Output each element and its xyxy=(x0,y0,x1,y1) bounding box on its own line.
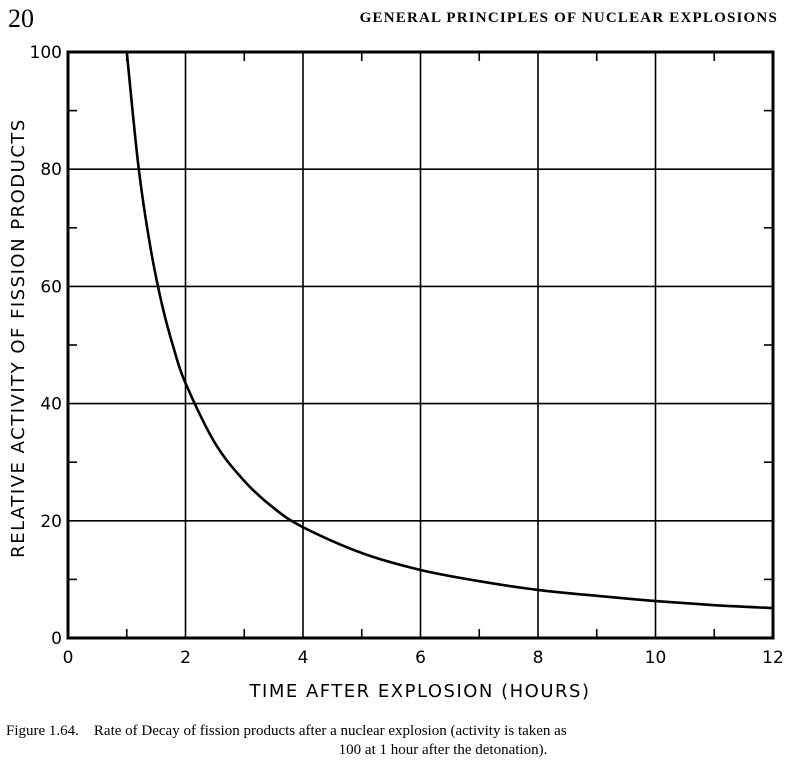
x-tick-label-6: 12 xyxy=(762,648,784,668)
caption-label: Figure 1.64. xyxy=(6,723,79,739)
page-number: 20 xyxy=(8,4,34,33)
y-tick-label-1: 20 xyxy=(40,512,62,532)
y-tick-label-2: 40 xyxy=(40,395,62,415)
x-tick-label-2: 4 xyxy=(298,648,309,668)
figure-caption: Figure 1.64. Rate of Decay of fission pr… xyxy=(6,722,780,760)
x-tick-label-3: 6 xyxy=(415,648,426,668)
y-tick-labels: 0 20 40 60 80 100 xyxy=(30,43,62,649)
y-tick-label-5: 100 xyxy=(30,43,62,63)
x-tick-labels: 0 2 4 6 8 10 12 xyxy=(63,648,784,668)
y-tick-label-4: 80 xyxy=(40,160,62,180)
y-axis-label: RELATIVE ACTIVITY OF FISSION PRODUCTS xyxy=(8,118,29,558)
decay-curve-line xyxy=(125,51,774,610)
x-axis-label: TIME AFTER EXPLOSION (HOURS) xyxy=(249,681,591,702)
x-tick-label-5: 10 xyxy=(645,648,667,668)
x-tick-label-0: 0 xyxy=(63,648,74,668)
caption-text-line1: Rate of Decay of fission products after … xyxy=(93,723,567,739)
y-tick-label-3: 60 xyxy=(40,277,62,297)
plot-frame xyxy=(66,50,775,640)
y-tick-label-0: 0 xyxy=(51,629,62,649)
x-tick-label-1: 2 xyxy=(180,648,191,668)
grid-layer xyxy=(68,52,773,638)
caption-text-line2: 100 at 1 hour after the detonation). xyxy=(338,742,548,758)
running-head: GENERAL PRINCIPLES OF NUCLEAR EXPLOSIONS xyxy=(359,10,778,26)
x-tick-label-4: 8 xyxy=(533,648,544,668)
